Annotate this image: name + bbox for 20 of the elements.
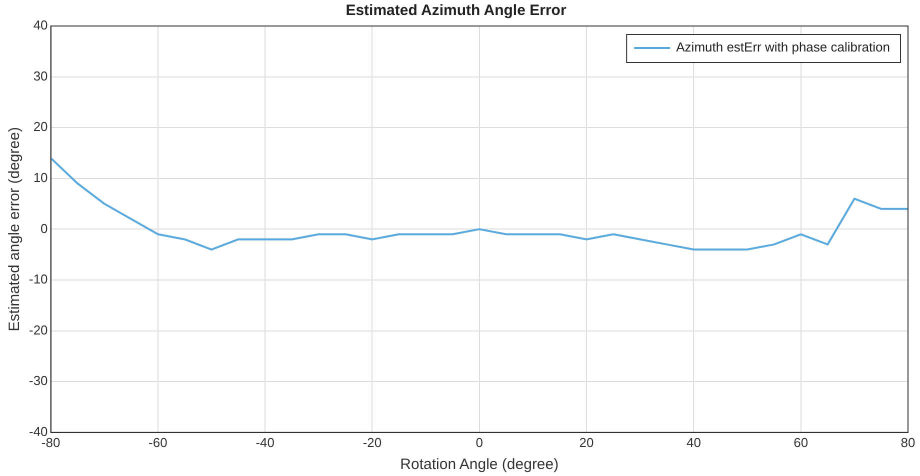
- y-tick-label: -30: [28, 373, 48, 388]
- x-tick-label: -20: [362, 434, 382, 450]
- y-tick-label: 10: [33, 170, 48, 185]
- y-axis-title: Estimated angle error (degree): [6, 127, 24, 332]
- x-tick-label: 60: [794, 434, 808, 450]
- y-tick-label: 30: [33, 68, 48, 84]
- x-axis-title: Rotation Angle (degree): [400, 456, 559, 474]
- chart-title: Estimated Azimuth Angle Error: [346, 2, 566, 20]
- x-tick-label: 80: [900, 434, 916, 450]
- x-tick-label: -60: [148, 434, 168, 450]
- x-tick-label: -40: [256, 434, 274, 450]
- y-tick-label: 40: [33, 18, 48, 33]
- x-tick-label: 20: [579, 434, 594, 450]
- x-tick-label: 0: [476, 434, 484, 450]
- y-tick-label: 20: [33, 119, 48, 134]
- y-tick-label: -10: [28, 272, 48, 287]
- y-tick-label: 0: [40, 220, 48, 236]
- x-tick-label: 40: [686, 434, 701, 450]
- legend-label: Azimuth estErr with phase calibration: [676, 40, 890, 55]
- y-tick-label: -20: [28, 322, 48, 338]
